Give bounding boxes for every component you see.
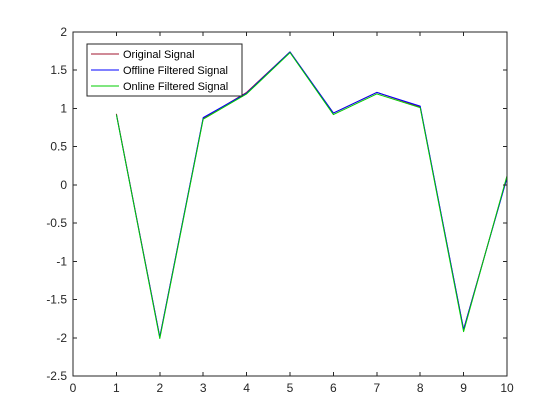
x-axis: 0 1 2 3 4 5 6 7 8 9 10: [70, 32, 514, 395]
x-tick-label: 5: [287, 381, 294, 395]
x-tick-label: 10: [500, 381, 514, 395]
series-layer: [115, 51, 508, 340]
y-tick-label: -0.5: [46, 216, 67, 230]
x-tick-label: 2: [156, 381, 163, 395]
y-tick-label: 0: [60, 178, 67, 192]
y-tick-label: -2: [56, 331, 67, 345]
x-tick-label: 0: [70, 381, 77, 395]
x-tick-label: 1: [113, 381, 120, 395]
y-tick-label: -2.5: [46, 369, 67, 383]
y-tick-label: 1.5: [50, 63, 67, 77]
x-tick-label: 6: [330, 381, 337, 395]
x-tick-label: 9: [460, 381, 467, 395]
y-tick-label: 0.5: [50, 140, 67, 154]
y-tick-label: 2: [60, 25, 67, 39]
legend-entry-label: Original Signal: [123, 49, 195, 61]
legend: Original Signal Offline Filtered Signal On…: [86, 43, 243, 97]
y-tick-label: -1.5: [46, 293, 67, 307]
y-axis: -2.5 -2 -1.5 -1 -0.5 0 0.5 1 1.5 2: [46, 25, 507, 383]
y-tick-label: 1: [60, 101, 67, 115]
legend-entry-label: Offline Filtered Signal: [123, 65, 228, 77]
series-line-online-filtered-signal: [115, 52, 508, 340]
y-tick-label: -1: [56, 254, 67, 268]
legend-entry-label: Online Filtered Signal: [123, 81, 228, 93]
x-tick-label: 8: [417, 381, 424, 395]
x-tick-label: 3: [200, 381, 207, 395]
x-tick-label: 7: [373, 381, 380, 395]
x-tick-label: 4: [243, 381, 250, 395]
